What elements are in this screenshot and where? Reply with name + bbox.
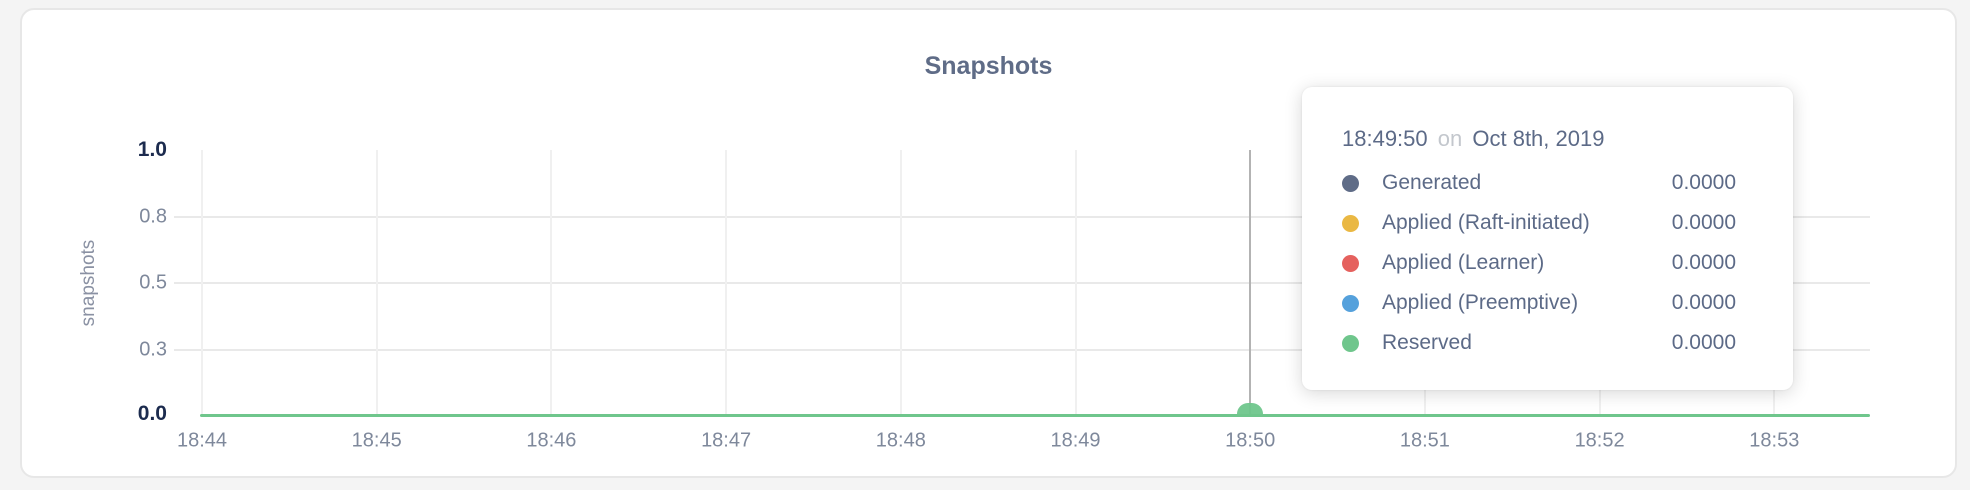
x-tick-label: 18:47 — [701, 429, 752, 452]
vertical-gridline — [725, 150, 728, 416]
tooltip-legend-row: Generated 0.0000 — [1342, 163, 1736, 203]
tooltip-legend-row: Reserved 0.0000 — [1342, 323, 1736, 363]
x-tick-label: 18:50 — [1225, 429, 1276, 452]
x-tick-label: 18:48 — [875, 429, 926, 452]
y-tick-label: 0.0 — [137, 402, 167, 425]
series-color-dot — [1342, 174, 1359, 192]
vertical-gridline — [550, 150, 553, 416]
x-tick-label: 18:49 — [1050, 429, 1101, 452]
tooltip-time: 18:49:50 — [1342, 126, 1428, 151]
tooltip-on-word: on — [1437, 126, 1463, 151]
series-color-dot — [1342, 254, 1359, 272]
series-color-dot — [1342, 334, 1359, 352]
horizontal-gridline — [174, 215, 1870, 218]
hover-point — [1237, 402, 1263, 414]
vertical-gridline — [899, 150, 902, 416]
series-value: 0.0000 — [1671, 331, 1736, 354]
vertical-gridline — [375, 150, 378, 416]
series-label: Applied (Learner) — [1382, 251, 1545, 274]
y-tick-label: 0.8 — [139, 205, 167, 227]
series-value: 0.0000 — [1671, 211, 1736, 234]
x-tick-label: 18:46 — [526, 429, 577, 452]
hover-tooltip: 18:49:50 on Oct 8th, 2019 Generated 0.000… — [1302, 87, 1793, 390]
horizontal-gridline — [174, 282, 1870, 284]
y-tick-label: 0.3 — [139, 338, 167, 360]
x-tick-label: 18:45 — [351, 429, 402, 452]
series-label: Applied (Raft-initiated) — [1382, 211, 1590, 234]
series-label: Reserved — [1382, 331, 1472, 354]
tooltip-legend: Generated 0.0000 Applied (Raft-initiated) 0… — [1342, 163, 1736, 363]
tooltip-legend-row: Applied (Learner) 0.0000 — [1342, 243, 1736, 283]
series-label: Applied (Preemptive) — [1382, 291, 1579, 314]
x-tick-label: 18:51 — [1399, 429, 1450, 452]
vertical-gridline — [1074, 150, 1077, 416]
series-color-dot — [1342, 214, 1359, 232]
x-tick-label: 18:53 — [1749, 429, 1800, 452]
tooltip-header: 18:49:50 on Oct 8th, 2019 — [1342, 125, 1736, 153]
x-tick-label: 18:52 — [1574, 429, 1625, 452]
series-line-reserved — [200, 413, 1870, 417]
crosshair-line — [1249, 150, 1251, 414]
tooltip-legend-row: Applied (Preemptive) 0.0000 — [1342, 283, 1736, 323]
y-tick-label: 0.5 — [139, 271, 167, 294]
y-tick-label: 1.0 — [137, 138, 167, 161]
horizontal-gridline — [174, 348, 1870, 351]
series-value: 0.0000 — [1671, 291, 1736, 314]
tooltip-date: Oct 8th, 2019 — [1472, 126, 1605, 151]
vertical-gridline — [201, 150, 203, 416]
tooltip-legend-row: Applied (Raft-initiated) 0.0000 — [1342, 203, 1736, 243]
series-value: 0.0000 — [1671, 171, 1736, 194]
series-label: Generated — [1382, 171, 1482, 194]
chart-title: Snapshots — [924, 52, 1053, 80]
series-color-dot — [1342, 294, 1359, 312]
chart-card: Snapshots snapshots 1.0 0.8 0.5 0.3 0.0 18:4… — [20, 8, 1957, 478]
x-tick-label: 18:44 — [176, 429, 228, 452]
series-value: 0.0000 — [1671, 251, 1736, 274]
